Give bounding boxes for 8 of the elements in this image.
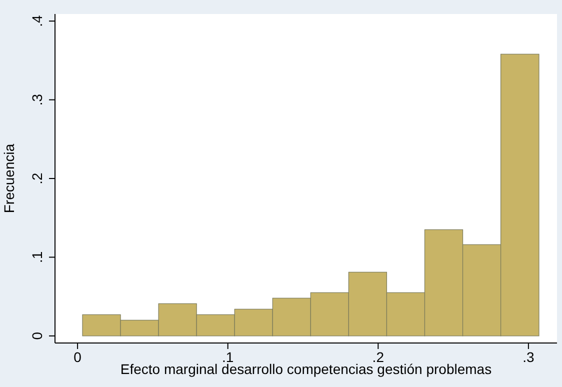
x-tick-label: 0 — [74, 348, 82, 365]
y-axis-title: Frecuencia — [1, 144, 17, 214]
x-tick-label: .3 — [522, 348, 534, 365]
y-tick-label: .3 — [29, 94, 46, 106]
y-tick-label: 0 — [29, 332, 46, 340]
y-tick-label: .1 — [29, 251, 46, 264]
y-tick-label: .2 — [29, 172, 46, 184]
y-tick-label: .4 — [29, 15, 46, 27]
